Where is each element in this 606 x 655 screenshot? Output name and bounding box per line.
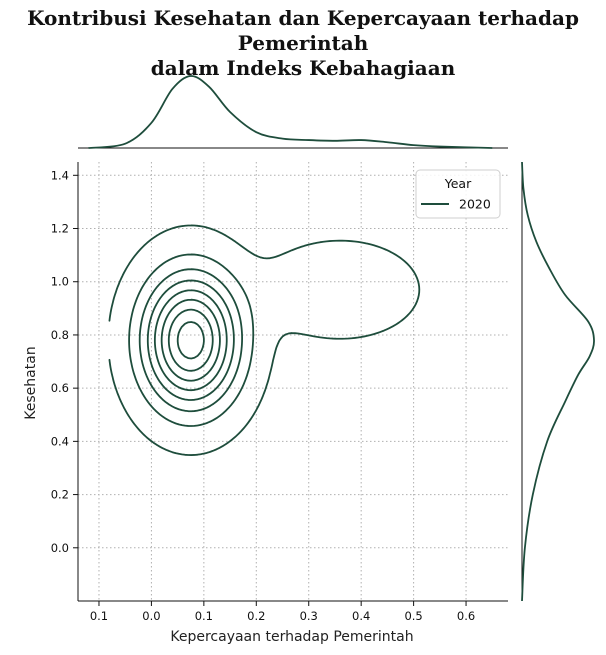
y-tick-label: 0.6 — [51, 381, 69, 395]
kde-contour-level-5 — [153, 289, 228, 392]
kde-contour-level-1 — [108, 224, 421, 456]
legend-label-2020: 2020 — [459, 197, 491, 212]
kde-contour-level-3 — [138, 268, 243, 413]
y-marginal-curve — [521, 161, 595, 602]
chart-title-line2: dalam Indeks Kebahagiaan — [150, 56, 456, 80]
grid-lines — [78, 162, 508, 601]
x-tick-label: 0.1 — [195, 609, 213, 623]
chart-title: Kontribusi Kesehatan dan Kepercayaan ter… — [0, 6, 606, 81]
x-tick-label: 0.2 — [247, 609, 265, 623]
kde-contour-level-4 — [146, 279, 235, 401]
kde-contour-level-7 — [167, 308, 214, 372]
x-tick-label: 0.0 — [142, 609, 160, 623]
legend: Year 2020 — [415, 169, 501, 219]
legend-title: Year — [444, 176, 472, 191]
x-tick-label: 0.5 — [404, 609, 422, 623]
axes: 0.1 0.0 0.1 0.2 0.3 0.4 0.5 0.6 0.0 0.2 0.4 0.6 0.8 1… — [51, 162, 508, 623]
y-tick-label: 1.2 — [51, 222, 69, 236]
kde-contour-level-8 — [176, 321, 205, 360]
y-tick-label: 0.8 — [51, 328, 69, 342]
x-marginal-curve — [88, 75, 493, 149]
kde-contour-level-2 — [128, 253, 255, 427]
y-tick-label: 1.4 — [51, 168, 69, 182]
x-tick-label: 0.1 — [90, 609, 108, 623]
chart-title-line1: Kontribusi Kesehatan dan Kepercayaan ter… — [27, 6, 579, 55]
y-axis-label: Kesehatan — [23, 346, 39, 419]
x-axis-label: Kepercayaan terhadap Pemerintah — [170, 629, 413, 645]
y-tick-label: 0.0 — [51, 541, 69, 555]
y-marginal-density — [521, 161, 595, 602]
legend-frame — [415, 169, 501, 219]
x-tick-label: 0.3 — [300, 609, 318, 623]
kde-contour-level-6 — [160, 298, 221, 382]
y-tick-label: 0.2 — [51, 488, 69, 502]
x-tick-label: 0.6 — [457, 609, 475, 623]
x-tick-label: 0.4 — [352, 609, 370, 623]
y-tick-label: 0.4 — [51, 434, 69, 448]
y-tick-label: 1.0 — [51, 275, 69, 289]
kde-contours — [108, 224, 421, 456]
x-marginal-density — [78, 75, 508, 149]
